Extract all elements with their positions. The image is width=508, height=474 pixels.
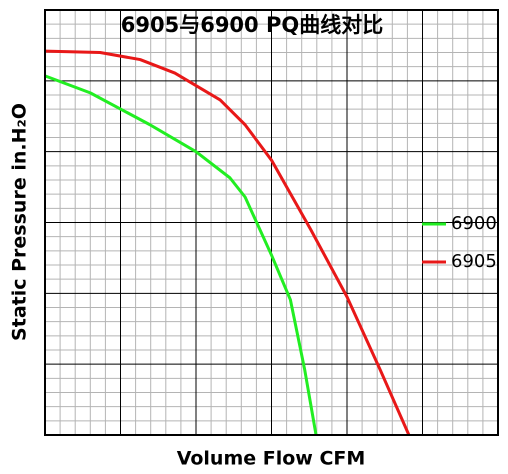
series-line	[44, 49, 411, 436]
plot-frame	[44, 9, 499, 436]
y-axis-label: Static Pressure in.H₂O	[9, 103, 31, 341]
chart-title: 6905与6900 PQ曲线对比	[121, 13, 383, 37]
legend-label: 6905	[451, 251, 497, 272]
series-line	[44, 74, 318, 436]
grid	[45, 10, 498, 435]
legend-label: 6900	[451, 213, 497, 234]
lines	[44, 49, 411, 436]
x-axis-label: Volume Flow CFM	[177, 448, 366, 470]
legend: 6900 6905	[422, 213, 497, 272]
